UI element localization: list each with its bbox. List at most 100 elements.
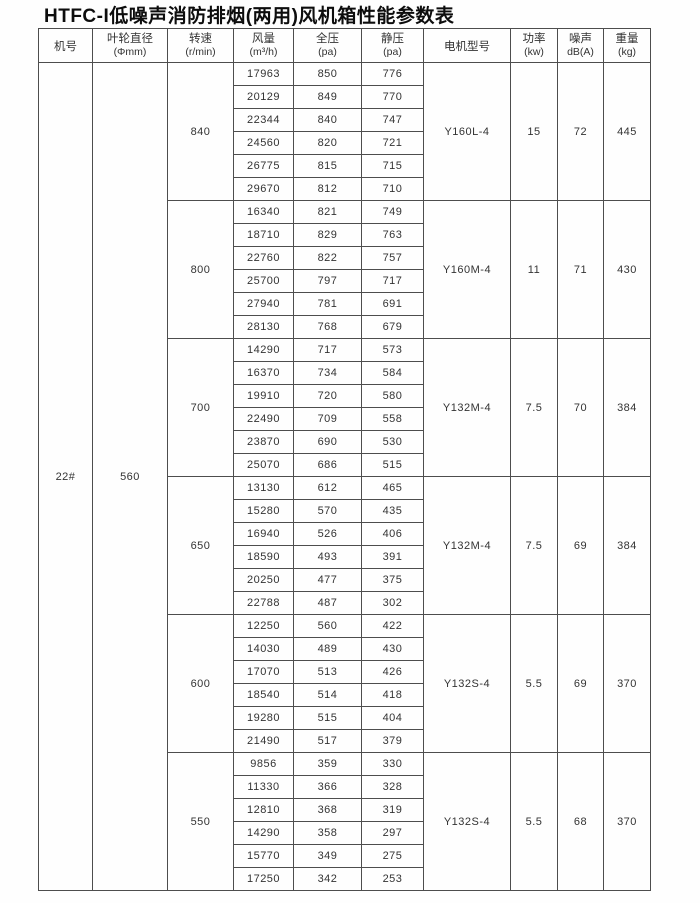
table-row: 650 13130 612 465 Y132M-4 7.5 69 384: [39, 476, 651, 615]
table-row: 26775 815 715: [39, 154, 651, 178]
flow-cell: 17250: [233, 867, 294, 891]
flow-cell: 28130: [233, 315, 294, 339]
total-pressure-cell: 709: [293, 407, 362, 431]
total-pressure-cell: 515: [293, 706, 362, 730]
table-row: 15770 349 275: [39, 844, 651, 868]
static-pressure-cell: 375: [361, 568, 424, 592]
header-label: 电机型号: [444, 40, 490, 53]
header-unit: (kw): [524, 46, 544, 58]
header-label: 风量: [252, 33, 275, 45]
static-pressure-cell: 330: [361, 752, 424, 776]
table-row: 22490 709 558: [39, 407, 651, 431]
column-header-speed: 转速 (r/min): [167, 28, 234, 63]
static-pressure-cell: 465: [361, 476, 424, 500]
table-row: 29670 812 710: [39, 177, 651, 201]
total-pressure-cell: 686: [293, 453, 362, 477]
total-pressure-cell: 717: [293, 338, 362, 362]
flow-cell: 18590: [233, 545, 294, 569]
flow-cell: 13130: [233, 476, 294, 500]
total-pressure-cell: 526: [293, 522, 362, 546]
flow-cell: 14030: [233, 637, 294, 661]
table-row: 22788 487 302: [39, 591, 651, 615]
flow-cell: 12810: [233, 798, 294, 822]
total-pressure-cell: 822: [293, 246, 362, 270]
header-unit: (pa): [318, 46, 337, 58]
total-pressure-cell: 359: [293, 752, 362, 776]
table-row: 17250 342 253: [39, 867, 651, 891]
table-row: 20129 849 770: [39, 85, 651, 109]
total-pressure-cell: 342: [293, 867, 362, 891]
static-pressure-cell: 435: [361, 499, 424, 523]
static-pressure-cell: 757: [361, 246, 424, 270]
flow-cell: 21490: [233, 729, 294, 753]
power-cell: 7.5: [510, 476, 558, 615]
table-row: 22# 560 840 17963 850 776 Y160L-4 15 72 445: [38, 62, 651, 891]
static-pressure-cell: 763: [361, 223, 424, 247]
static-pressure-cell: 404: [361, 706, 424, 730]
total-pressure-cell: 487: [293, 591, 362, 615]
speed-cell: 800: [167, 200, 234, 339]
flow-cell: 22490: [233, 407, 294, 431]
header-label: 重量: [615, 33, 639, 45]
table-row: 11330 366 328: [39, 775, 651, 799]
table-row: 14030 489 430: [39, 637, 651, 661]
flow-cell: 25700: [233, 269, 294, 293]
static-pressure-cell: 584: [361, 361, 424, 385]
power-cell: 15: [510, 62, 558, 201]
total-pressure-cell: 734: [293, 361, 362, 385]
total-pressure-cell: 560: [293, 614, 362, 638]
flow-cell: 18540: [233, 683, 294, 707]
total-pressure-cell: 690: [293, 430, 362, 454]
total-pressure-cell: 358: [293, 821, 362, 845]
total-pressure-cell: 612: [293, 476, 362, 500]
static-pressure-cell: 679: [361, 315, 424, 339]
static-pressure-cell: 406: [361, 522, 424, 546]
static-pressure-cell: 515: [361, 453, 424, 477]
noise-cell: 69: [557, 476, 604, 615]
total-pressure-cell: 368: [293, 798, 362, 822]
speed-cell: 650: [167, 476, 234, 615]
table-row: 16370 734 584: [39, 361, 651, 385]
total-pressure-cell: 849: [293, 85, 362, 109]
column-header-machine-no: 机号: [38, 28, 93, 63]
static-pressure-cell: 717: [361, 269, 424, 293]
speed-cell: 600: [167, 614, 234, 753]
noise-cell: 71: [557, 200, 604, 339]
performance-table: 机号 叶轮直径 (Φmm) 转速 (r/min) 风量 (m³/h) 全压 (pa) 静压 (pa)…: [38, 28, 651, 891]
flow-cell: 18710: [233, 223, 294, 247]
static-pressure-cell: 302: [361, 591, 424, 615]
total-pressure-cell: 349: [293, 844, 362, 868]
header-unit: dB(A): [567, 46, 594, 58]
column-header-power: 功率 (kw): [510, 28, 558, 63]
weight-cell: 430: [603, 200, 651, 339]
static-pressure-cell: 418: [361, 683, 424, 707]
static-pressure-cell: 558: [361, 407, 424, 431]
total-pressure-cell: 840: [293, 108, 362, 132]
flow-cell: 27940: [233, 292, 294, 316]
impeller-diameter-cell: 560: [92, 62, 168, 891]
table-row: 18710 829 763: [39, 223, 651, 247]
column-header-total-pressure: 全压 (pa): [293, 28, 362, 63]
motor-model-cell: Y132S-4: [423, 614, 511, 753]
machine-no-cell: 22#: [38, 62, 93, 891]
flow-cell: 29670: [233, 177, 294, 201]
table-row: 800 16340 821 749 Y160M-4 11 71 430: [39, 200, 651, 339]
total-pressure-cell: 820: [293, 131, 362, 155]
static-pressure-cell: 426: [361, 660, 424, 684]
table-row: 600 12250 560 422 Y132S-4 5.5 69 370: [39, 614, 651, 753]
static-pressure-cell: 776: [361, 62, 424, 86]
static-pressure-cell: 721: [361, 131, 424, 155]
flow-cell: 9856: [233, 752, 294, 776]
column-header-impeller-diameter: 叶轮直径 (Φmm): [92, 28, 168, 63]
speed-cell: 550: [167, 752, 234, 891]
total-pressure-cell: 797: [293, 269, 362, 293]
static-pressure-cell: 530: [361, 430, 424, 454]
static-pressure-cell: 580: [361, 384, 424, 408]
table-row: 14290 358 297: [39, 821, 651, 845]
static-pressure-cell: 391: [361, 545, 424, 569]
static-pressure-cell: 253: [361, 867, 424, 891]
total-pressure-cell: 768: [293, 315, 362, 339]
header-unit: (kg): [617, 46, 637, 58]
table-row: 12810 368 319: [39, 798, 651, 822]
total-pressure-cell: 366: [293, 775, 362, 799]
